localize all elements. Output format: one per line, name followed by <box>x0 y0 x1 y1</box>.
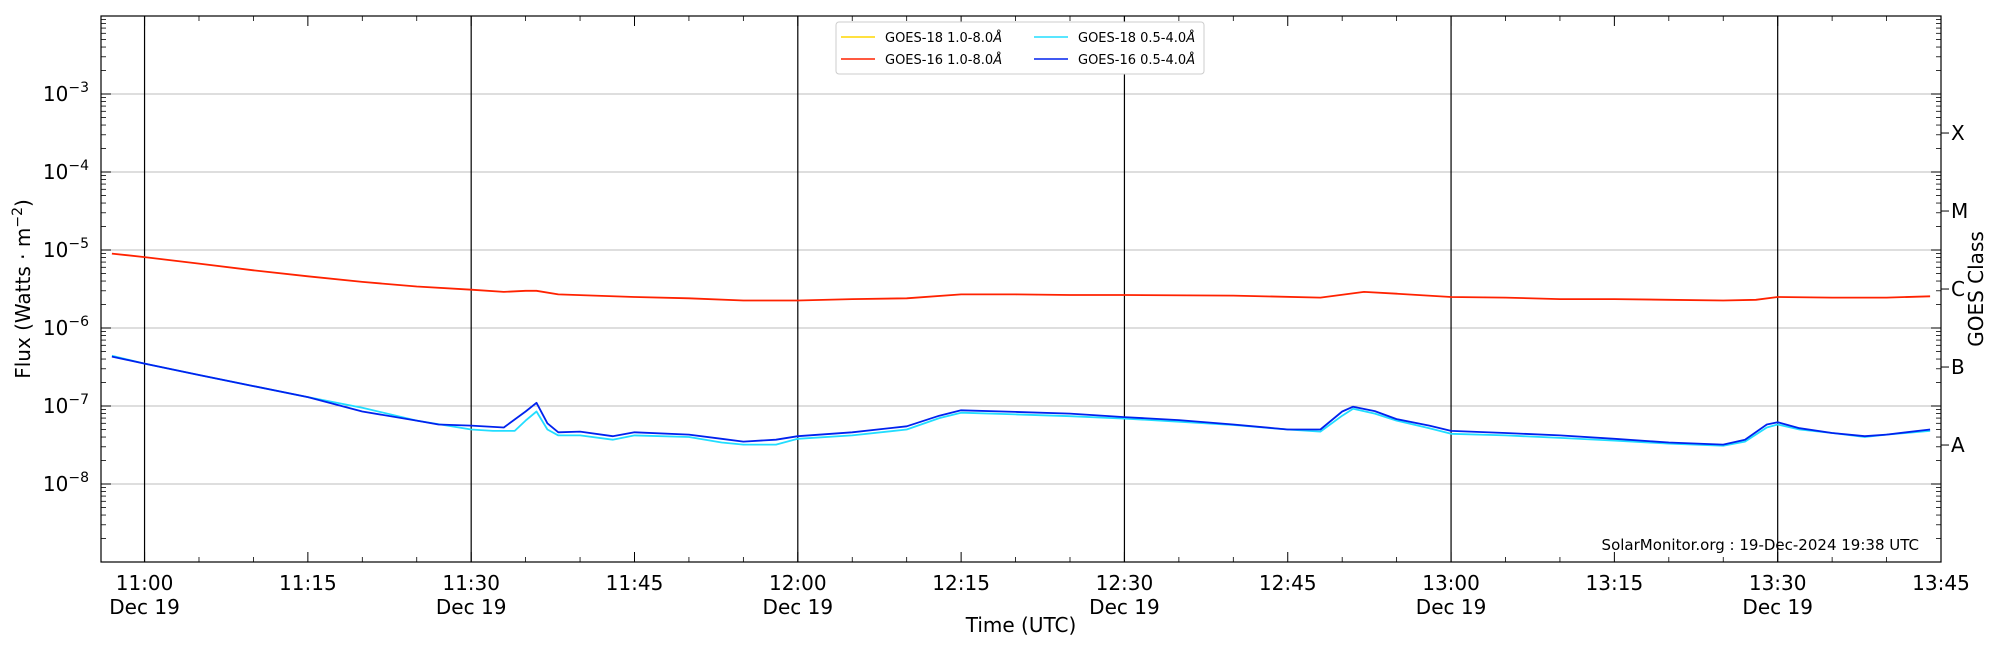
x-tick-date-label: Dec 19 <box>1416 595 1487 619</box>
legend-label-name: GOES-16 0.5-4.0 <box>1078 53 1186 68</box>
x-tick-label: 13:45 <box>1912 571 1970 595</box>
series-line-1 <box>111 252 1931 302</box>
y-tick-exponent: −5 <box>68 236 89 252</box>
y-tick-labels: 10−810−710−610−510−410−3 <box>43 80 89 496</box>
x-tick-date-label: Dec 19 <box>763 595 834 619</box>
y-tick-exponent: −7 <box>68 392 89 408</box>
x-tick-label: 12:15 <box>932 571 990 595</box>
legend-label-name: GOES-16 1.0-8.0 <box>885 53 993 68</box>
class-label-b: B <box>1951 355 1965 379</box>
series-line-2 <box>111 354 1931 447</box>
x-tick-label: 11:30 <box>442 571 500 595</box>
y-axis-title-exponent: −2 <box>10 207 26 228</box>
y-tick-base: 10 <box>43 472 68 496</box>
y-tick-exponent: −4 <box>68 158 89 174</box>
goes-class-labels: A B C M X <box>1941 121 1968 457</box>
class-label-m: M <box>1951 199 1968 223</box>
x-tick-label: 12:45 <box>1259 571 1317 595</box>
y-tick-label: 10−8 <box>43 470 89 496</box>
x-tick-label: 11:45 <box>606 571 664 595</box>
legend-label-0: GOES-18 1.0-8.0Å <box>885 30 1002 46</box>
y-tick-base: 10 <box>43 394 68 418</box>
x-tick-date-label: Dec 19 <box>1089 595 1160 619</box>
y-axis-title-main: Flux (Watts · m <box>11 228 35 379</box>
class-label-x: X <box>1951 121 1965 145</box>
tick-layer <box>101 15 1942 563</box>
y-tick-exponent: −3 <box>68 80 89 96</box>
secondary-axis-title: GOES Class <box>1964 231 1988 347</box>
y-tick-label: 10−6 <box>43 314 89 340</box>
x-tick-label: 12:00 <box>769 571 827 595</box>
y-tick-base: 10 <box>43 238 68 262</box>
y-tick-base: 10 <box>43 160 68 184</box>
x-tick-date-label: Dec 19 <box>109 595 180 619</box>
y-tick-label: 10−5 <box>43 236 89 262</box>
class-label-a: A <box>1951 433 1965 457</box>
x-axis-title: Time (UTC) <box>965 613 1077 637</box>
x-tick-label: 11:00 <box>116 571 174 595</box>
legend-label-unit: Å <box>992 52 1002 68</box>
legend-label-name: GOES-18 1.0-8.0 <box>885 31 993 46</box>
y-tick-label: 10−4 <box>43 158 89 184</box>
x-tick-label: 11:15 <box>279 571 337 595</box>
y-axis-title-close: ) <box>11 199 35 207</box>
y-tick-exponent: −6 <box>68 314 89 330</box>
x-tick-label: 12:30 <box>1096 571 1154 595</box>
legend-label-2: GOES-18 0.5-4.0Å <box>1078 30 1195 46</box>
x-tick-date-label: Dec 19 <box>436 595 507 619</box>
series-line-3 <box>111 355 1931 446</box>
x-tick-date-label: Dec 19 <box>1742 595 1813 619</box>
y-tick-label: 10−7 <box>43 392 89 418</box>
y-tick-exponent: −8 <box>68 470 89 486</box>
y-tick-base: 10 <box>43 82 68 106</box>
series-layer <box>111 252 1931 447</box>
legend-label-unit: Å <box>1185 30 1195 46</box>
grid-layer <box>101 93 1941 485</box>
vertical-day-lines <box>143 16 1779 562</box>
x-tick-label: 13:30 <box>1749 571 1807 595</box>
x-tick-label: 13:00 <box>1422 571 1480 595</box>
credit-text: SolarMonitor.org : 19-Dec-2024 19:38 UTC <box>1602 536 1919 554</box>
legend-label-name: GOES-18 0.5-4.0 <box>1078 31 1186 46</box>
legend-label-unit: Å <box>1185 52 1195 68</box>
legend-box <box>835 21 1205 75</box>
class-label-c: C <box>1951 277 1965 301</box>
legend-label-3: GOES-16 0.5-4.0Å <box>1078 52 1195 68</box>
y-tick-base: 10 <box>43 316 68 340</box>
legend-label-1: GOES-16 1.0-8.0Å <box>885 52 1002 68</box>
x-tick-label: 13:15 <box>1586 571 1644 595</box>
legend-label-unit: Å <box>992 30 1002 46</box>
y-tick-label: 10−3 <box>43 80 89 106</box>
y-axis-title: Flux (Watts · m−2) <box>10 199 35 379</box>
